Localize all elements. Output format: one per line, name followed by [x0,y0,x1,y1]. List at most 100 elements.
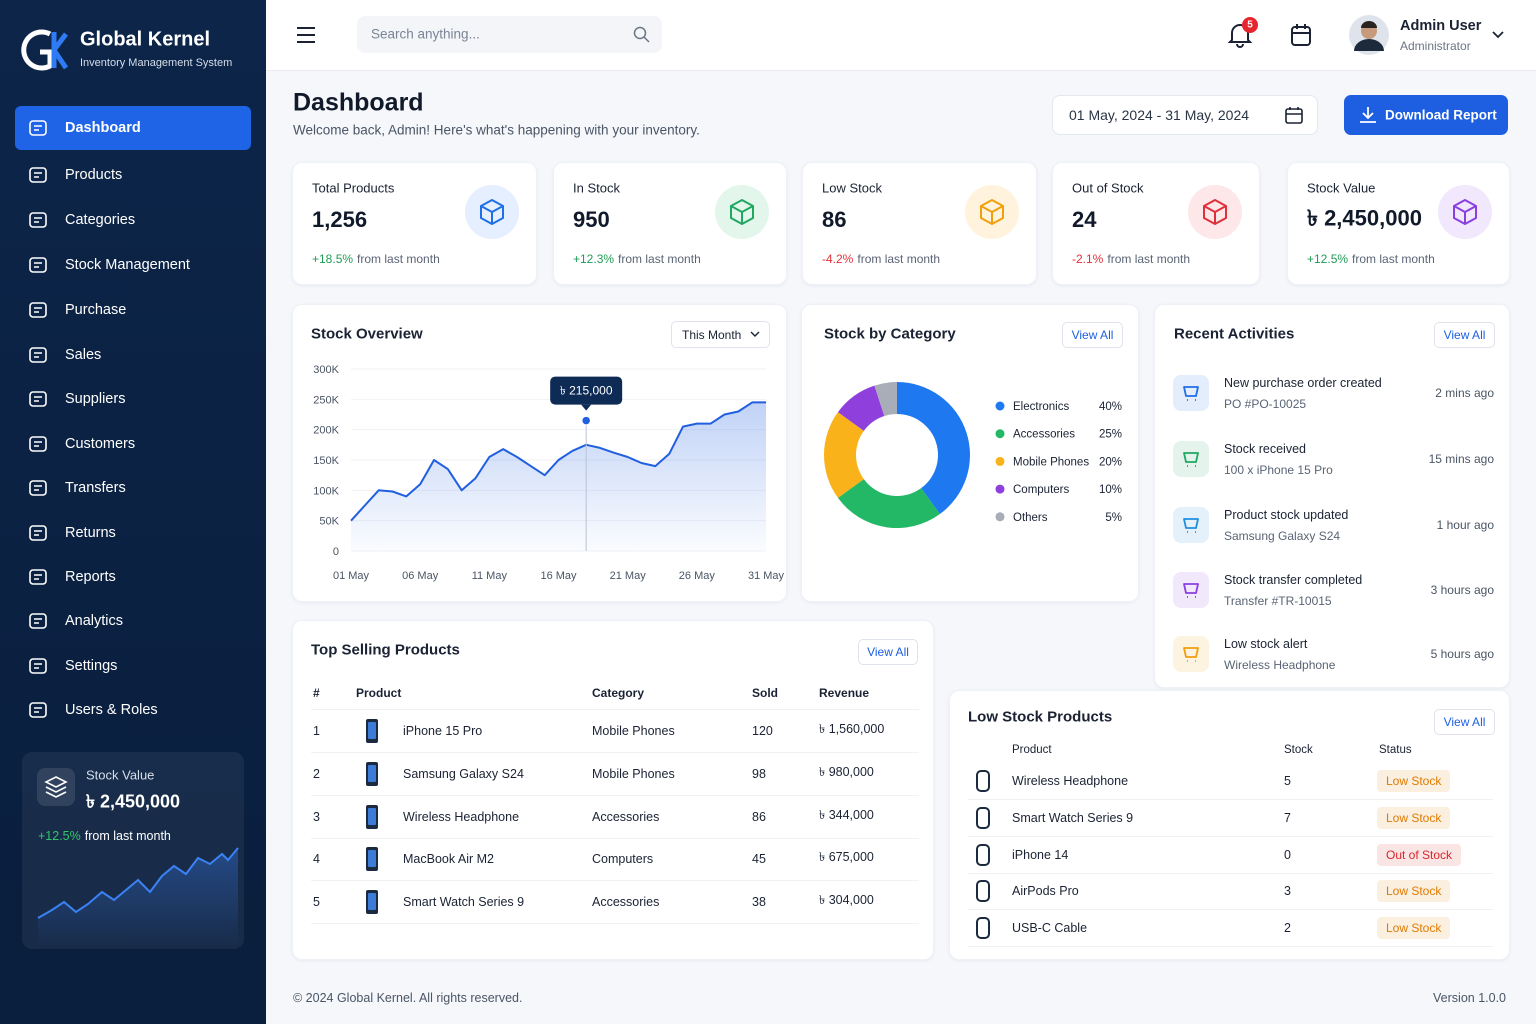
date-picker[interactable] [1052,95,1318,135]
nav-item[interactable]: Suppliers [15,377,251,421]
footer-copyright: © 2024 Global Kernel. All rights reserve… [293,991,523,1005]
nav-icon [29,480,47,496]
product-thumbnail [976,880,990,903]
icon-bg [1173,636,1209,672]
status-label: Low Stock [1386,810,1442,825]
nav-item[interactable]: Purchase [15,288,251,332]
nav-label: Reports [65,569,116,585]
table-cell: 3 [1284,884,1291,899]
nav-item[interactable]: Sales [15,333,251,377]
kpi-change-suffix: from last month [857,252,941,266]
icon-shape [29,613,47,629]
product-thumbnail [366,761,378,786]
tooltip [550,376,623,405]
donut-segment [897,382,971,515]
product-thumbnail [366,847,378,872]
icon-shape [29,658,47,674]
table-cell: 3 [313,809,320,824]
nav-item[interactable]: Returns [15,511,251,555]
donut-segment [874,382,897,417]
product-thumbnail [976,917,990,940]
chevron-shape [750,331,760,337]
product-thumbnail [976,843,990,866]
x-tick-label: 31 May [748,570,785,582]
product-thumbnail [366,890,378,915]
menu-icon[interactable] [296,26,316,44]
chevron [750,331,760,337]
status-label: Low Stock [1386,921,1442,936]
sidebar: Global Kernel Inventory Management System… [0,0,266,1024]
thumb-screen [368,764,376,782]
nav-item[interactable]: Settings [15,644,251,688]
activity-title: New purchase order created [1224,376,1382,390]
table-cell: Mobile Phones [592,724,675,738]
x-tick-label: 11 May [472,570,508,582]
icon-shape [1203,199,1227,225]
search-box[interactable] [357,16,662,53]
table-cell: Accessories [592,895,660,910]
thumb-shape [976,806,990,829]
line-chart: 0 50K 100K 150K 200K 250K 300K 01 May 06 May 11 M… [313,364,785,582]
table-cell: Smart Watch Series 9 [403,895,525,910]
kpi-label: Low Stock [822,180,882,196]
stock-by-category-card: Stock by Category View All Electronics 40% A… [801,304,1139,602]
x-tick-label: 26 May [679,570,716,582]
nav-item[interactable]: Users & Roles [15,688,251,732]
nav-item[interactable]: Dashboard [15,106,251,150]
table-cell: ৳ 980,000 [819,764,874,779]
x-tick-label: 01 May [333,570,370,582]
chevron[interactable] [1492,30,1504,40]
view-all-button[interactable]: View All [1434,322,1495,348]
view-all-button[interactable]: View All [1062,322,1123,348]
nav-label: Analytics [65,613,124,629]
nav-item[interactable]: Products [15,153,251,197]
nav-icon [29,658,47,674]
activity-icon [1173,507,1209,543]
activity-title: Low stock alert [1224,637,1308,651]
icon-shape [34,217,42,223]
icon-bg [1173,507,1209,543]
nav-label: Products [65,167,123,183]
table-cell: Accessories [592,809,660,824]
nav-item[interactable]: Transfers [15,466,251,510]
activity-detail: Transfer #TR-10015 [1224,594,1332,608]
nav-icon [29,257,47,273]
kpi-label: Total Products [312,180,395,196]
stock-value-change: +12.5% [38,829,81,843]
icon-shape [29,391,47,407]
icon-shape [1453,199,1477,225]
avatar[interactable] [1349,15,1389,55]
table-cell: 5 [313,895,320,910]
donut-segment [837,385,885,431]
kpi-label: Out of Stock [1072,180,1144,196]
icon-shape [29,167,47,183]
icon-shape [29,212,47,228]
filter-dropdown[interactable]: This Month [671,321,770,348]
nav-item[interactable]: Customers [15,422,251,466]
calendar-icon[interactable] [1290,23,1312,47]
icon-shape [1183,647,1199,662]
table-header: Revenue [819,686,870,700]
nav-item[interactable]: Analytics [15,599,251,643]
icon-shape [34,574,42,580]
view-all-button[interactable]: View All [1434,709,1495,735]
download-label: Download Report [1385,107,1497,123]
icon-shape [34,485,42,491]
kpi-change-suffix: from last month [1352,252,1435,266]
icon-shape [480,199,504,225]
thumb-screen [368,893,376,911]
kpi-card: Stock Value ৳ 2,450,000 +12.5% from last mo… [1287,162,1510,285]
view-all-button[interactable]: View All [858,639,918,665]
table-cell: iPhone 14 [1012,847,1069,862]
kpi-change: +12.3% [573,252,615,266]
status-label: Low Stock [1386,884,1442,899]
top-selling-card: Top Selling Products View All # Product Cate… [292,620,934,960]
table-header: Stock [1284,744,1313,756]
table-cell: Smart Watch Series 9 [1012,810,1134,825]
card-title: Stock by Category [824,325,956,343]
icon-shape [29,120,47,136]
table-cell: 98 [752,766,766,781]
nav-item[interactable]: Reports [15,555,251,599]
nav-item[interactable]: Stock Management [15,243,251,287]
nav-item[interactable]: Categories [15,198,251,242]
